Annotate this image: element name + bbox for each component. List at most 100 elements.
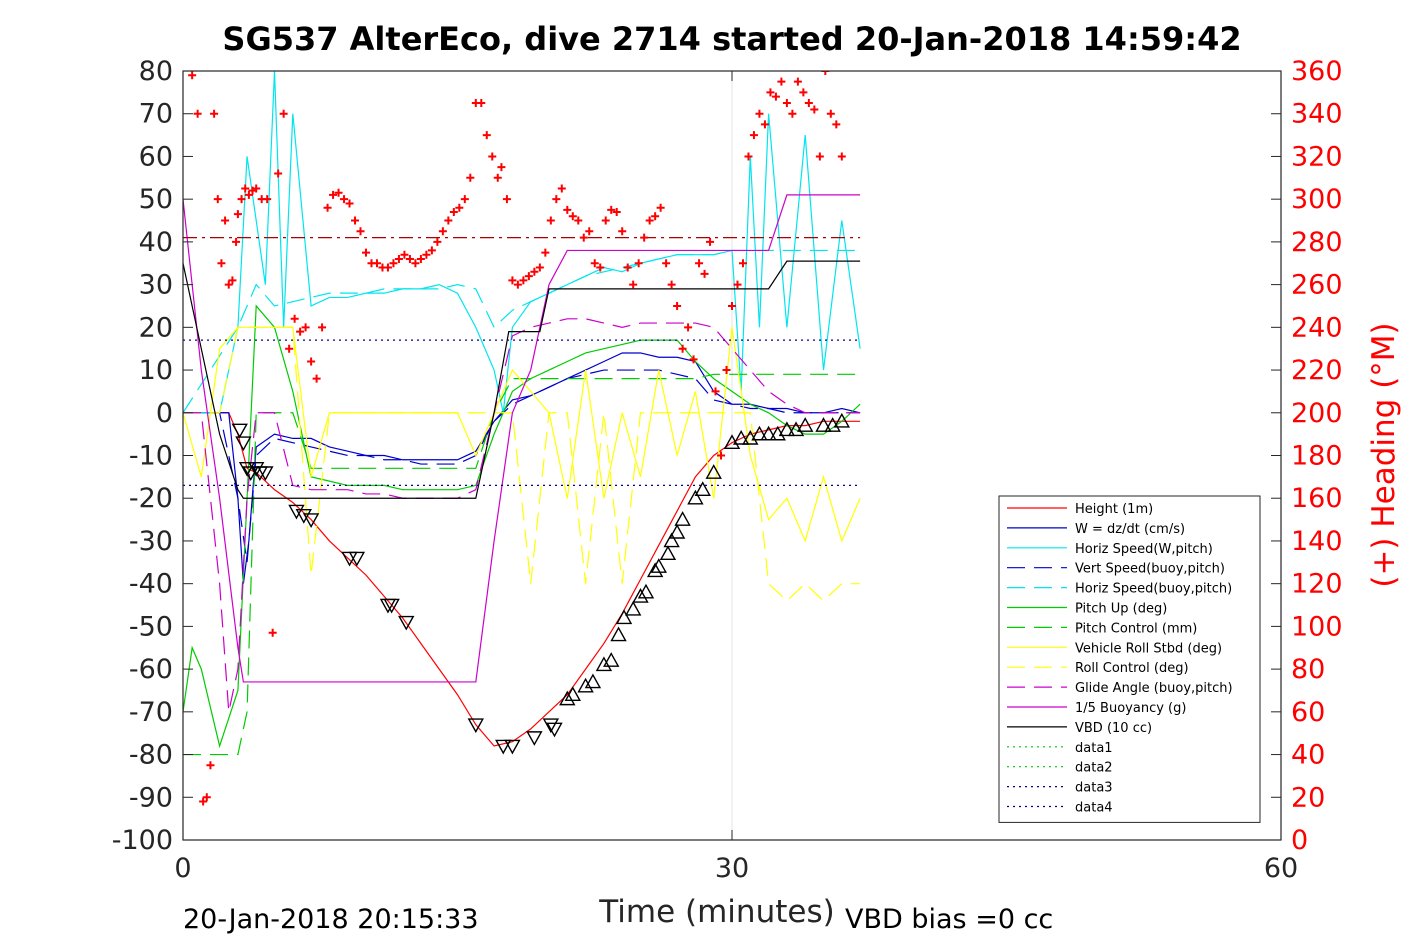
legend: Height (1m) W = dz/dt (cm/s) Horiz Speed(W… (998, 495, 1261, 823)
heading-point (788, 109, 797, 118)
heading-point (711, 387, 720, 396)
heading-point (301, 323, 310, 332)
heading-point (221, 216, 230, 225)
heading-point (285, 344, 294, 353)
heading-point (383, 263, 392, 272)
legend-label: Glide Angle (buoy,pitch) (1075, 681, 1233, 696)
legend-label: Horiz Speed(buoy,pitch) (1075, 582, 1232, 597)
heading-point (356, 227, 365, 236)
heading-point (488, 152, 497, 161)
heading-point (826, 109, 835, 118)
heading-point (237, 195, 246, 204)
climb-marker (603, 652, 620, 667)
heading-point (241, 184, 250, 193)
climb-marker (751, 425, 768, 441)
tick-label-left: 50 (139, 184, 173, 215)
heading-point (329, 190, 338, 199)
dive-marker (383, 598, 400, 614)
heading-point (290, 314, 299, 323)
heading-point (530, 267, 539, 276)
heading-point (202, 793, 211, 802)
x-axis-label: Time (minutes) (598, 894, 834, 930)
heading-point (623, 263, 632, 272)
tick-label-left: 20 (139, 312, 173, 343)
tick-label-left: -40 (129, 569, 173, 600)
left-axis: -100-90-80-70-60-50-40-30-20-10010203040… (112, 56, 193, 856)
heading-point (629, 280, 638, 289)
heading-point (667, 280, 676, 289)
heading-point (706, 237, 715, 246)
heading-point (513, 280, 522, 289)
heading-point (213, 195, 222, 204)
heading-point (422, 250, 431, 259)
heading-point (684, 323, 693, 332)
climb-marker (694, 481, 711, 496)
heading-point (766, 88, 775, 97)
heading-point (519, 276, 528, 285)
heading-point (695, 259, 704, 268)
tick-label-bottom: 30 (715, 853, 749, 884)
heading-point (821, 71, 830, 75)
heading-point (596, 263, 605, 272)
tick-label-left: 80 (139, 56, 173, 87)
heading-point (307, 357, 316, 366)
heading-point (733, 280, 742, 289)
dive-marker (235, 436, 252, 452)
tick-label-left: -50 (129, 611, 173, 642)
heading-point (678, 344, 687, 353)
heading-point (224, 280, 233, 289)
heading-point (782, 99, 791, 108)
heading-point (394, 254, 403, 263)
heading-point (755, 109, 764, 118)
heading-point (738, 259, 747, 268)
heading-point (771, 92, 780, 101)
heading-point (568, 212, 577, 221)
heading-point (541, 248, 550, 257)
heading-point (232, 237, 241, 246)
legend-label: data3 (1075, 781, 1113, 796)
legend-label: Horiz Speed(W,pitch) (1075, 542, 1213, 557)
tick-label-left: -100 (112, 825, 173, 856)
legend-label: Pitch Up (deg) (1075, 602, 1167, 617)
heading-point (482, 131, 491, 140)
tick-label-right: 180 (1291, 441, 1343, 472)
legend-label: data1 (1075, 741, 1113, 756)
series-line (183, 71, 861, 414)
dive-marker (348, 551, 366, 567)
tick-label-right: 60 (1291, 697, 1325, 728)
climb-marker (650, 558, 667, 573)
climb-marker (564, 686, 581, 702)
legend-box (998, 495, 1261, 823)
heading-point (837, 152, 846, 161)
tick-label-left: -30 (129, 526, 173, 557)
heading-point (760, 120, 769, 129)
climb-marker (637, 583, 655, 599)
heading-point (590, 259, 599, 268)
legend-label: Pitch Control (mm) (1075, 621, 1197, 636)
tick-label-right: 120 (1291, 569, 1343, 600)
heading-point (433, 237, 442, 246)
heading-point (497, 163, 506, 172)
heading-point (722, 366, 731, 375)
dive-marker (467, 718, 484, 734)
footer-timestamp: 20-Jan-2018 20:15:33 (183, 904, 479, 935)
tick-label-right: 360 (1291, 56, 1343, 87)
heading-point (502, 195, 511, 204)
dive-marker (504, 739, 521, 755)
heading-point (362, 248, 370, 257)
climb-marker (663, 532, 680, 548)
heading-point (799, 88, 808, 97)
heading-point (477, 99, 486, 108)
legend-label: Vehicle Roll Stbd (deg) (1075, 641, 1222, 656)
heading-point (400, 250, 409, 259)
heading-point (405, 254, 414, 263)
heading-point (389, 259, 398, 268)
heading-point (449, 207, 458, 216)
heading-point (268, 628, 277, 637)
legend-label: VBD (10 cc) (1075, 721, 1152, 736)
series-line (183, 412, 861, 747)
heading-point (700, 269, 709, 278)
series-line (183, 326, 861, 602)
tick-label-left: 40 (139, 227, 173, 258)
tick-label-right: 20 (1291, 782, 1325, 813)
